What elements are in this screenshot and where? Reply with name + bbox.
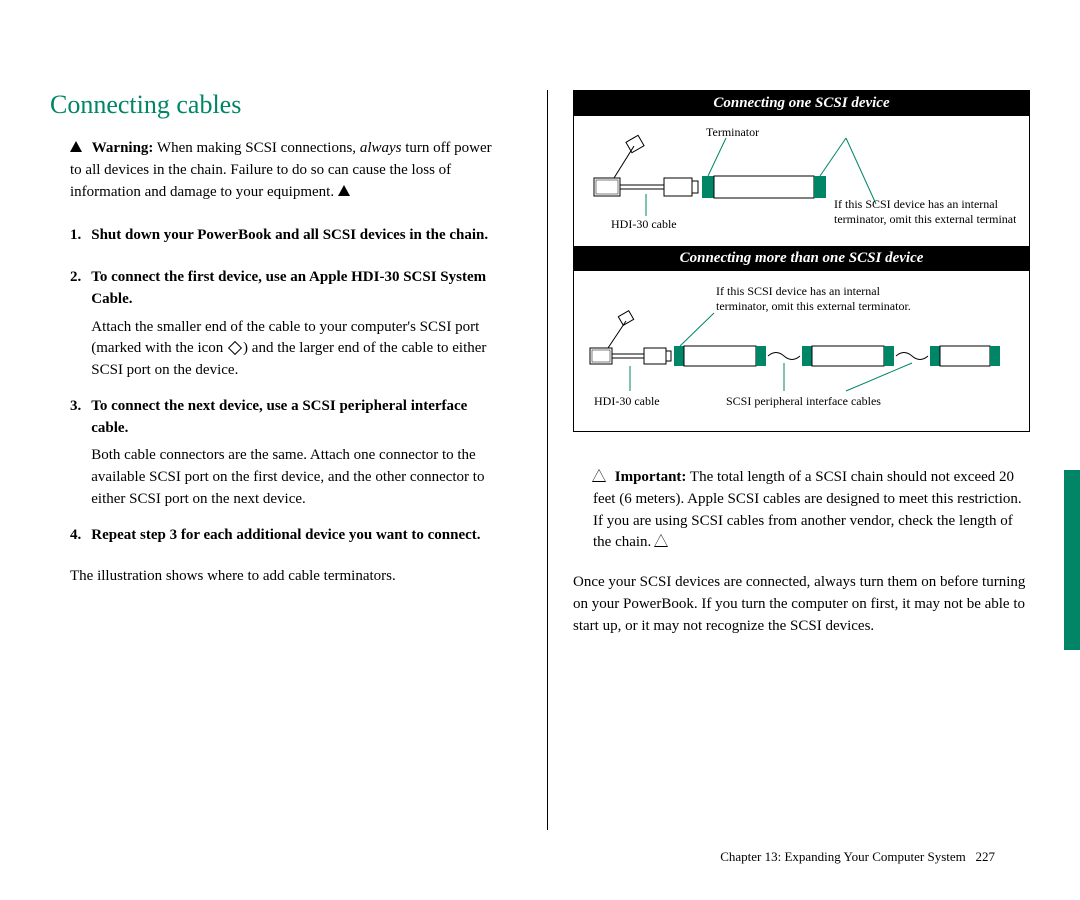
page-container: Connecting cables Warning: When making S… — [50, 90, 1030, 830]
warning-triangle-icon-end — [338, 185, 350, 196]
diagram-header: Connecting one SCSI device — [574, 91, 1029, 116]
warning-triangle-icon — [70, 141, 82, 152]
step-head: Shut down your PowerBook and all SCSI de… — [91, 225, 507, 247]
step-num: 3. — [70, 396, 81, 511]
important-triangle-icon — [593, 470, 605, 481]
warning-italic: always — [360, 140, 402, 156]
left-column: Connecting cables Warning: When making S… — [50, 90, 517, 830]
section-tab — [1064, 470, 1080, 650]
step-body: Both cable connectors are the same. Atta… — [91, 445, 507, 510]
svg-text:If this SCSI device has an int: If this SCSI device has an internal — [834, 197, 999, 211]
step-1: 1. Shut down your PowerBook and all SCSI… — [70, 225, 507, 253]
right-column: Connecting one SCSI device — [547, 90, 1030, 830]
svg-text:HDI-30 cable: HDI-30 cable — [611, 217, 677, 231]
page-number: 227 — [976, 849, 996, 864]
scsi-icon — [228, 341, 242, 355]
svg-text:If this SCSI device has an int: If this SCSI device has an internal — [716, 284, 881, 298]
svg-text:terminator, omit this external: terminator, omit this external terminato… — [834, 212, 1016, 226]
closing-paragraph: Once your SCSI devices are connected, al… — [573, 572, 1030, 637]
diagram-header-2: Connecting more than one SCSI device — [574, 246, 1029, 271]
section-title: Connecting cables — [50, 90, 507, 120]
warning-pre: When making SCSI connections, — [157, 140, 360, 156]
step-num: 2. — [70, 267, 81, 382]
step-num: 4. — [70, 525, 81, 553]
diagram-body: Terminator HDI-30 cable If this SCSI dev… — [574, 116, 1029, 246]
illustration-note: The illustration shows where to add cabl… — [70, 566, 507, 588]
page-footer: Chapter 13: Expanding Your Computer Syst… — [720, 849, 995, 865]
important-triangle-icon-end — [655, 535, 667, 546]
diagram-one-device: Connecting one SCSI device — [573, 90, 1030, 432]
warning-label: Warning: — [92, 140, 154, 156]
svg-text:SCSI peripheral interface cabl: SCSI peripheral interface cables — [726, 394, 881, 408]
warning-paragraph: Warning: When making SCSI connections, a… — [70, 138, 507, 203]
svg-text:HDI-30 cable: HDI-30 cable — [594, 394, 660, 408]
step-head: Repeat step 3 for each additional device… — [91, 525, 507, 547]
chapter-label: Chapter 13: Expanding Your Computer Syst… — [720, 849, 966, 864]
step-num: 1. — [70, 225, 81, 253]
step-2: 2. To connect the first device, use an A… — [70, 267, 507, 382]
step-4: 4. Repeat step 3 for each additional dev… — [70, 525, 507, 553]
svg-text:Terminator: Terminator — [706, 126, 759, 139]
important-paragraph: Important: The total length of a SCSI ch… — [593, 467, 1030, 554]
scsi-multi-diagram: If this SCSI device has an internal term… — [586, 281, 1016, 419]
svg-text:terminator, omit this external: terminator, omit this external terminato… — [716, 299, 911, 313]
step-body: Attach the smaller end of the cable to y… — [91, 317, 507, 382]
diagram-body-2: If this SCSI device has an internal term… — [574, 271, 1029, 431]
step-3: 3. To connect the next device, use a SCS… — [70, 396, 507, 511]
step-head: To connect the next device, use a SCSI p… — [91, 396, 507, 440]
important-label: Important: — [615, 469, 687, 485]
step-head: To connect the first device, use an Appl… — [91, 267, 507, 311]
scsi-one-diagram: Terminator HDI-30 cable If this SCSI dev… — [586, 126, 1016, 234]
